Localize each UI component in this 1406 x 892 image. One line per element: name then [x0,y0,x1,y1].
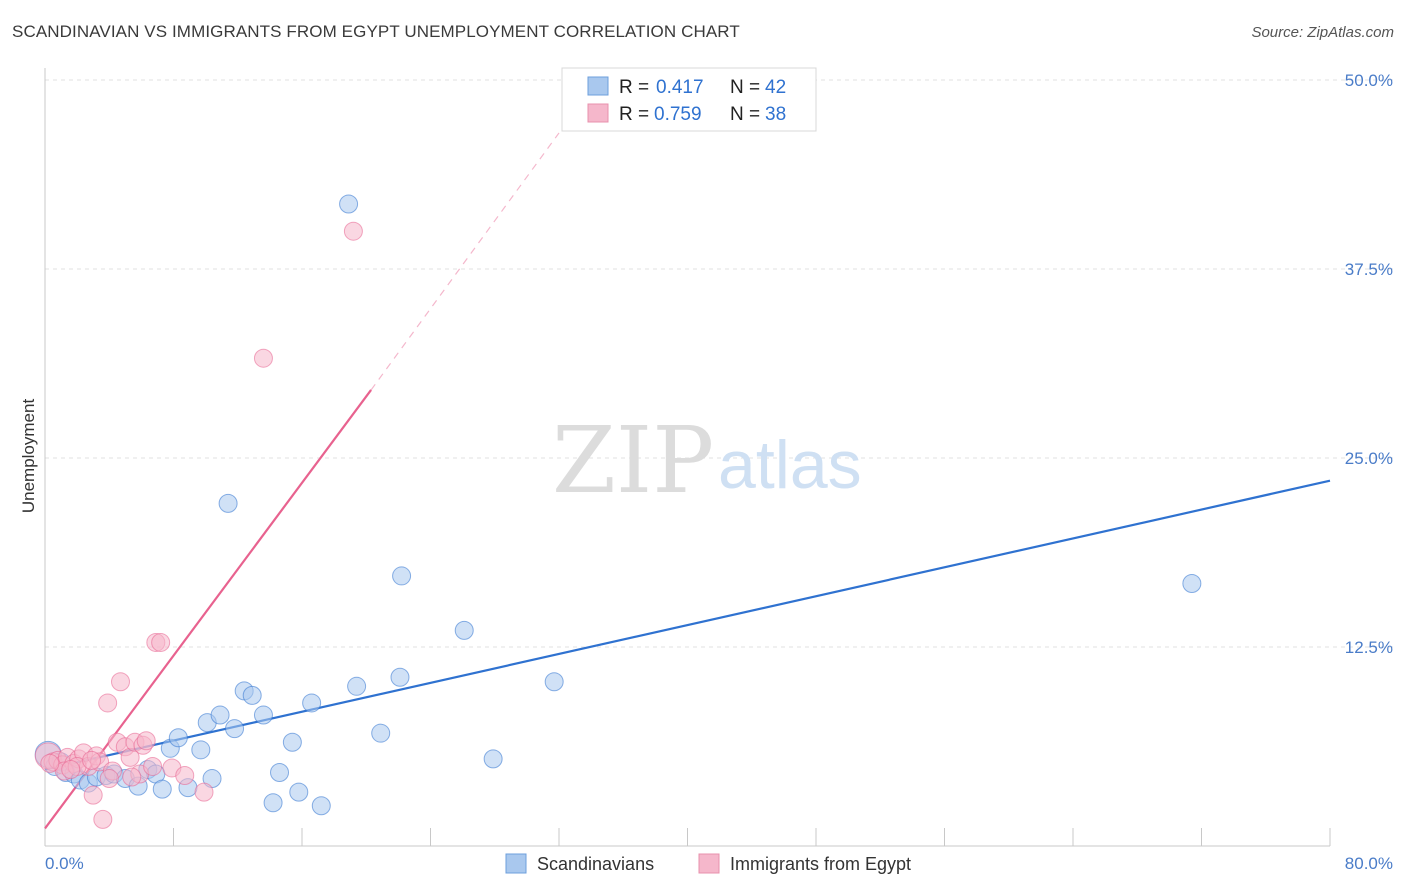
scatter-point-egypt[interactable] [61,759,81,779]
bottom-legend-label-scandinavians[interactable]: Scandinavians [537,854,654,874]
legend-r-label-1: R = [619,77,654,98]
scatter-point-scandinavians[interactable] [168,728,188,748]
scatter-point-scandinavians[interactable] [339,194,359,214]
bottom-legend-label-egypt[interactable]: Immigrants from Egypt [730,854,911,874]
legend-r-label-2: R = [619,104,654,125]
scatter-point-scandinavians[interactable] [263,793,283,813]
legend-n-value-1: 42 [765,77,786,98]
legend-r-value-2: 0.759 [654,104,702,125]
legend-r-value-1: 0.417 [656,77,704,98]
y-axis-label: Unemployment [19,399,38,514]
scatter-point-scandinavians[interactable] [347,676,367,696]
watermark-zip: ZIP [552,407,714,514]
scatter-point-egypt[interactable] [253,348,273,368]
trend-extension-1 [370,132,560,391]
x-tick-labels: 0.0% 80.0% [45,854,1393,873]
scatter-point-egypt[interactable] [143,756,163,776]
scatter-point-egypt[interactable] [98,693,118,713]
y-tick-label: 12.5% [1345,638,1393,657]
y-tick-label: 50.0% [1345,71,1393,90]
scatter-point-scandinavians[interactable] [544,672,564,692]
scatter-point-scandinavians[interactable] [483,749,503,769]
axis-layer [44,68,1330,847]
scatter-point-egypt[interactable] [151,632,171,652]
legend-swatch-egypt [587,103,609,123]
bottom-legend-swatch-egypt[interactable] [698,853,720,874]
scatter-point-scandinavians[interactable] [225,719,245,739]
scatter-point-scandinavians[interactable] [282,732,302,752]
scatter-point-scandinavians[interactable] [311,796,331,816]
scatter-point-scandinavians[interactable] [270,762,290,782]
watermark: ZIP atlas [552,407,862,514]
chart-title: SCANDINAVIAN VS IMMIGRANTS FROM EGYPT UN… [12,22,740,41]
bottom-legend-swatch-scandinavians[interactable] [505,853,527,874]
scatter-point-scandinavians[interactable] [152,779,172,799]
scatter-point-scandinavians[interactable] [289,782,309,802]
scatter-point-egypt[interactable] [40,753,60,773]
scatter-point-scandinavians[interactable] [218,493,238,513]
scatter-point-scandinavians[interactable] [253,705,273,725]
y-tick-labels: 12.5% 25.0% 37.5% 50.0% [1345,71,1393,657]
scatter-point-scandinavians[interactable] [390,667,410,687]
x-tick-label-max: 80.0% [1345,854,1393,873]
scatter-point-scandinavians[interactable] [242,685,262,705]
legend-n-value-2: 38 [765,104,786,125]
scatter-point-egypt[interactable] [175,766,195,786]
scatter-point-egypt[interactable] [194,782,214,802]
legend-n-label-2: N = [730,104,765,125]
scatter-point-scandinavians[interactable] [1182,573,1202,593]
scatter-point-egypt[interactable] [83,785,103,805]
legend-n-label-1: N = [730,77,765,98]
x-tick-label-min: 0.0% [45,854,84,873]
scatter-point-scandinavians[interactable] [302,693,322,713]
grid-layer [45,79,1393,846]
scatter-point-scandinavians[interactable] [210,705,230,725]
scatter-point-egypt[interactable] [99,769,119,789]
scatter-point-scandinavians[interactable] [371,723,391,743]
legend-swatch-scandinavians [587,76,609,96]
scatter-point-scandinavians[interactable] [454,620,474,640]
bottom-legend: Scandinavians Immigrants from Egypt [505,853,911,874]
scatter-point-scandinavians[interactable] [392,566,412,586]
watermark-atlas: atlas [718,427,862,503]
y-tick-label: 25.0% [1345,449,1393,468]
points-layer [34,194,1202,829]
scatter-point-egypt[interactable] [82,750,102,770]
chart-source: Source: ZipAtlas.com [1251,24,1394,41]
y-tick-label: 37.5% [1345,260,1393,279]
scatter-point-egypt[interactable] [343,221,363,241]
scatter-point-egypt[interactable] [136,731,156,751]
scatter-point-egypt[interactable] [110,672,130,692]
scatter-point-egypt[interactable] [93,809,113,829]
top-legend: R = 0.417 N = 42 R = 0.759 N = 38 [561,67,817,132]
scatter-point-scandinavians[interactable] [191,740,211,760]
scatter-point-egypt[interactable] [122,767,142,787]
